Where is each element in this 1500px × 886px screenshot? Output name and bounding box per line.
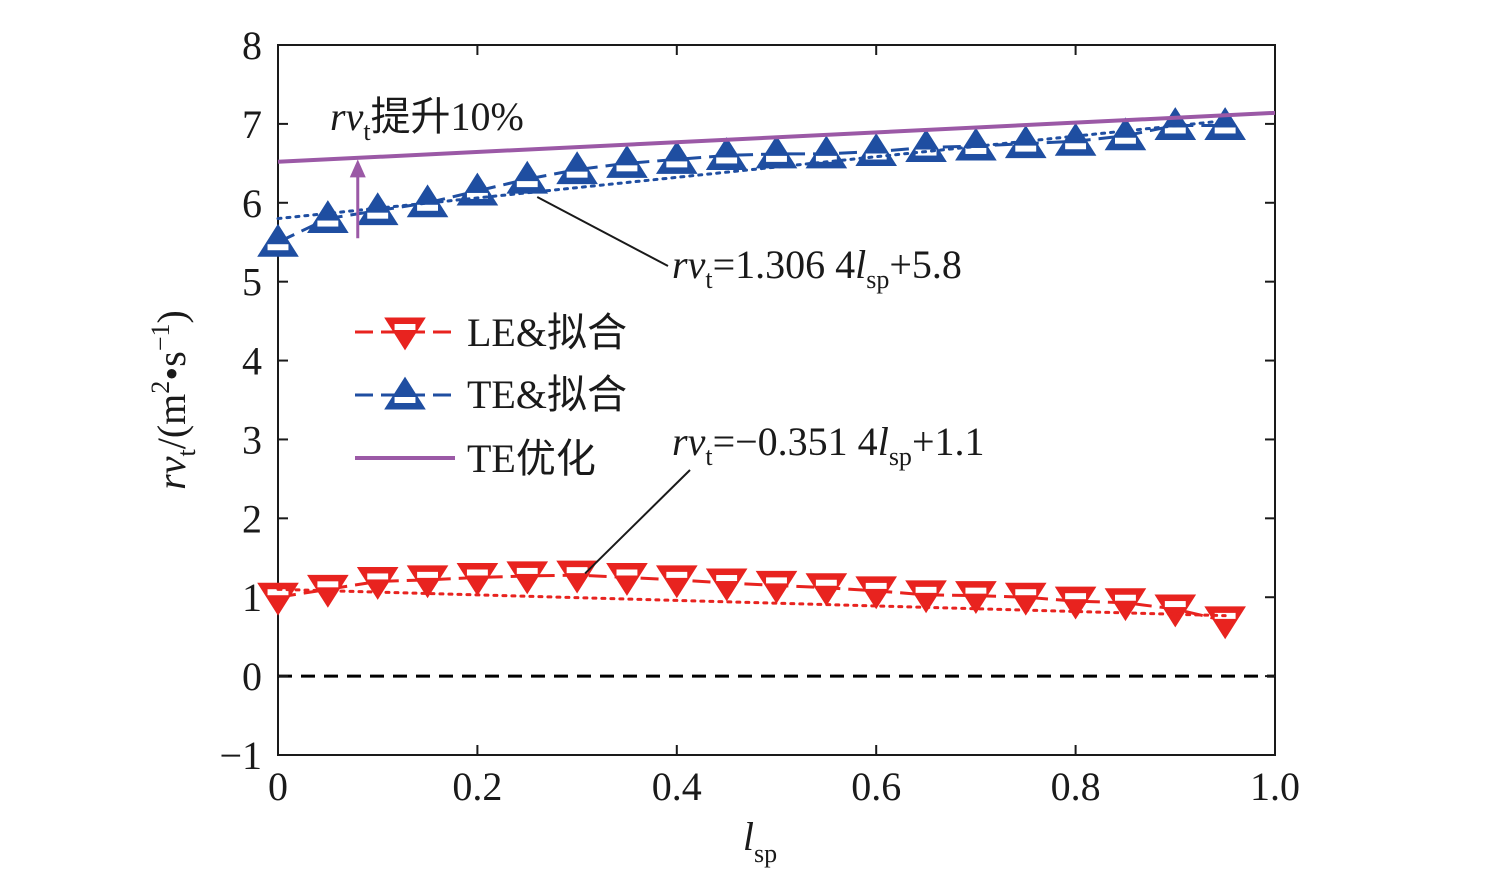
y-tick-label: 5 bbox=[242, 260, 262, 305]
marker-te bbox=[307, 200, 349, 234]
x-axis: 0 0.2 0.4 0.6 0.8 1.0 bbox=[268, 45, 1300, 809]
marker-te bbox=[705, 137, 748, 170]
marker-le bbox=[506, 561, 549, 595]
marker-le bbox=[1204, 606, 1246, 640]
legend-label-le: LE&拟合 bbox=[467, 310, 627, 355]
improvement-label: rvt提升10% bbox=[330, 94, 524, 146]
y-tick-label: 0 bbox=[242, 654, 262, 699]
y-tick-label: 4 bbox=[242, 339, 262, 384]
marker-le bbox=[655, 565, 698, 599]
le-equation-leader bbox=[584, 469, 691, 575]
x-tick-label: 0.2 bbox=[452, 764, 502, 809]
x-tick-label: 0.6 bbox=[851, 764, 901, 809]
optimized-line-te bbox=[277, 110, 1276, 164]
y-tick-label: 8 bbox=[242, 23, 262, 68]
marker-te bbox=[257, 223, 299, 257]
marker-le bbox=[805, 573, 848, 607]
marker-le bbox=[257, 582, 299, 616]
marker-le bbox=[456, 563, 499, 596]
marker-le bbox=[955, 581, 997, 615]
marker-le bbox=[356, 566, 399, 600]
marker-te bbox=[755, 135, 798, 169]
improvement-arrow-head bbox=[349, 159, 366, 178]
marker-te bbox=[1054, 122, 1097, 156]
y-tick-label: 2 bbox=[242, 496, 262, 541]
marker-le bbox=[1104, 588, 1147, 622]
marker-te bbox=[1204, 107, 1246, 140]
marker-le bbox=[705, 568, 748, 602]
legend-label-te: TE&拟合 bbox=[467, 372, 627, 417]
plot-frame bbox=[277, 44, 1276, 756]
x-tick-label: 0 bbox=[268, 764, 288, 809]
fit-line-te bbox=[276, 119, 1227, 221]
marker-te bbox=[855, 133, 898, 166]
marker-te bbox=[655, 141, 698, 174]
marker-le bbox=[406, 565, 449, 599]
plot-area bbox=[277, 44, 1276, 756]
marker-te bbox=[606, 144, 648, 178]
x-tick-label: 1.0 bbox=[1250, 764, 1300, 809]
te-equation-label: rvt=1.306 4lsp+5.8 bbox=[672, 242, 962, 294]
marker-le bbox=[905, 580, 947, 614]
y-tick-label: 3 bbox=[242, 417, 262, 462]
marker-le bbox=[1004, 582, 1047, 616]
x-axis-title: lsp bbox=[743, 814, 777, 868]
y-tick-label: −1 bbox=[219, 733, 262, 778]
marker-te bbox=[1154, 107, 1197, 140]
legend-marker-le bbox=[384, 317, 426, 351]
y-axis-title: rvt/(m2•s−1) bbox=[146, 310, 201, 490]
x-tick-label: 0.4 bbox=[652, 764, 702, 809]
marker-le bbox=[1154, 594, 1197, 628]
y-tick-label: 1 bbox=[242, 575, 262, 620]
y-tick-label: 7 bbox=[242, 102, 262, 147]
marker-te bbox=[406, 184, 449, 218]
marker-le bbox=[556, 560, 598, 594]
marker-te bbox=[1104, 117, 1147, 151]
y-tick-label: 6 bbox=[242, 181, 262, 226]
legend-marker-te bbox=[384, 376, 426, 410]
marker-le bbox=[606, 563, 648, 596]
legend-label-te-opt: TE优化 bbox=[467, 436, 596, 481]
marker-le bbox=[755, 570, 798, 604]
marker-le bbox=[1054, 586, 1097, 620]
marker-te bbox=[905, 129, 947, 163]
legend: LE&拟合 TE&拟合 TE优化 bbox=[355, 310, 627, 481]
y-axis: −1 0 1 2 3 4 5 6 7 8 bbox=[219, 23, 1275, 778]
te-equation-leader bbox=[536, 196, 669, 267]
series-layer bbox=[257, 107, 1276, 640]
marker-te bbox=[456, 172, 499, 206]
le-equation-label: rvt=−0.351 4lsp+1.1 bbox=[672, 419, 985, 471]
marker-le bbox=[855, 576, 898, 610]
annotation-layer: rvt=1.306 4lsp+5.8 rvt=−0.351 4lsp+1.1 r… bbox=[330, 94, 985, 575]
x-tick-label: 0.8 bbox=[1051, 764, 1101, 809]
marker-te bbox=[556, 151, 598, 185]
